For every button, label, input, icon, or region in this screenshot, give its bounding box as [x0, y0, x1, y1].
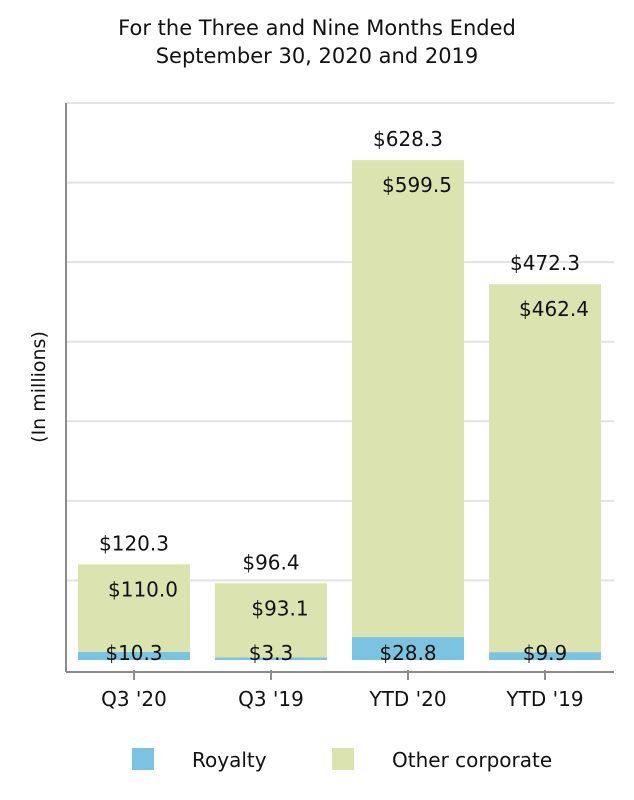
- bar-other-corporate: [78, 564, 190, 652]
- x-tick-label: YTD '19: [505, 687, 583, 711]
- x-tick-label: Q3 '19: [238, 687, 304, 711]
- legend-label: Other corporate: [392, 748, 552, 772]
- axes: [65, 103, 614, 673]
- total-label: $472.3: [510, 251, 580, 275]
- x-tick-label: Q3 '20: [101, 687, 167, 711]
- legend: Royalty Other corporate: [132, 748, 552, 772]
- y-axis-label: (In millions): [28, 331, 50, 443]
- bar-other-corporate: [489, 284, 601, 653]
- chart-title-line-1: For the Three and Nine Months Ended: [118, 16, 516, 40]
- bar-royalty: [78, 651, 190, 660]
- other-corporate-label: $93.1: [251, 596, 308, 620]
- bar-other-corporate: [352, 160, 464, 638]
- royalty-label: $3.3: [249, 641, 294, 665]
- other-corporate-label: $462.4: [519, 297, 589, 321]
- royalty-label: $28.8: [379, 641, 436, 665]
- x-tick-label: YTD '20: [368, 687, 446, 711]
- bar-royalty: [489, 652, 601, 660]
- bars: [78, 160, 601, 660]
- total-label: $96.4: [242, 550, 299, 574]
- other-corporate-label: $110.0: [108, 577, 178, 601]
- legend-swatch: [332, 748, 354, 770]
- total-label: $120.3: [99, 531, 169, 555]
- bar-royalty: [215, 657, 327, 660]
- total-label: $628.3: [373, 127, 443, 151]
- legend-label: Royalty: [192, 748, 267, 772]
- legend-swatch: [132, 748, 154, 770]
- royalty-label: $10.3: [105, 641, 162, 665]
- chart-title-line-2: September 30, 2020 and 2019: [156, 44, 479, 68]
- royalty-label: $9.9: [523, 641, 568, 665]
- bar-royalty: [352, 637, 464, 660]
- other-corporate-label: $599.5: [382, 173, 452, 197]
- gridlines: [66, 102, 614, 582]
- data-labels: $120.3 $110.0 $10.3 Q3 '20 $96.4 $93.1 $3.3 Q3 …: [99, 127, 589, 711]
- bar-other-corporate: [215, 583, 327, 658]
